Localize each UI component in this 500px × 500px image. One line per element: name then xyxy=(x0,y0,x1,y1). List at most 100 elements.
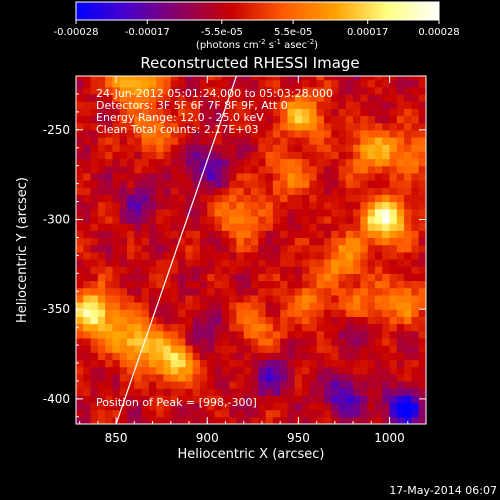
heatmap-cell xyxy=(294,345,303,353)
heatmap-cell xyxy=(353,395,361,404)
heatmap-cell xyxy=(331,280,340,289)
heatmap-cell xyxy=(338,180,347,188)
heatmap-cell xyxy=(272,345,281,353)
heatmap-cell xyxy=(251,215,259,224)
heatmap-cell xyxy=(389,373,398,382)
heatmap-cell xyxy=(265,409,274,418)
heatmap-cell xyxy=(338,416,347,424)
heatmap-cell xyxy=(170,330,179,339)
heatmap-cell xyxy=(236,86,245,95)
heatmap-cell xyxy=(163,76,172,81)
heatmap-cell xyxy=(389,316,398,325)
heatmap-cell xyxy=(411,201,420,210)
heatmap-cell xyxy=(374,258,383,267)
heatmap-cell xyxy=(90,93,99,102)
heatmap-cell xyxy=(192,86,201,95)
heatmap-cell xyxy=(258,294,267,303)
heatmap-cell xyxy=(258,223,267,231)
heatmap-cell xyxy=(302,323,310,332)
heatmap-cell xyxy=(221,287,230,296)
heatmap-cell xyxy=(170,208,179,217)
heatmap-cell xyxy=(192,330,201,339)
heatmap-cell xyxy=(411,158,420,167)
heatmap-cell xyxy=(272,79,281,88)
heatmap-cell xyxy=(229,330,238,339)
heatmap-cell xyxy=(97,144,106,152)
heatmap-cell xyxy=(360,122,369,131)
heatmap-cell xyxy=(97,352,106,361)
heatmap-cell xyxy=(243,201,252,210)
heatmap-cell xyxy=(229,258,238,267)
heatmap-cell xyxy=(258,201,267,210)
heatmap-cell xyxy=(338,86,347,95)
heatmap-cell xyxy=(141,230,150,239)
heatmap-cell xyxy=(367,287,376,296)
x-tick-label: 900 xyxy=(196,431,219,445)
heatmap-cell xyxy=(316,402,325,411)
heatmap-cell xyxy=(353,79,361,88)
heatmap-cell xyxy=(345,115,354,124)
heatmap-cell xyxy=(389,223,398,231)
heatmap-cell xyxy=(265,180,274,188)
heatmap-cell xyxy=(345,359,354,368)
heatmap-cell xyxy=(338,129,347,138)
heatmap-cell xyxy=(83,345,92,353)
heatmap-cell xyxy=(396,330,405,339)
heatmap-cell xyxy=(112,136,121,145)
heatmap-cell xyxy=(199,136,208,145)
heatmap-cell xyxy=(338,388,347,396)
heatmap-cell xyxy=(338,258,347,267)
heatmap-cell xyxy=(316,180,325,188)
heatmap-cell xyxy=(404,101,413,109)
heatmap-cell xyxy=(178,395,186,404)
heatmap-cell xyxy=(127,101,135,109)
heatmap-cell xyxy=(367,373,376,382)
heatmap-cell xyxy=(382,187,391,195)
heatmap-cell xyxy=(367,294,376,303)
heatmap-cell xyxy=(302,86,310,95)
heatmap-cell xyxy=(236,395,245,404)
heatmap-cell xyxy=(389,122,398,131)
heatmap-cell xyxy=(389,79,398,88)
heatmap-cell xyxy=(170,359,179,368)
heatmap-cell xyxy=(265,330,274,339)
heatmap-cell xyxy=(199,180,208,188)
heatmap-cell xyxy=(243,151,252,160)
heatmap-cell xyxy=(127,223,135,231)
heatmap-cell xyxy=(302,294,310,303)
heatmap-cell xyxy=(127,287,135,296)
heatmap-cell xyxy=(309,266,318,274)
heatmap-cell xyxy=(302,237,310,246)
heatmap-cell xyxy=(389,402,398,411)
heatmap-cell xyxy=(199,122,208,131)
heatmap-cell xyxy=(163,402,172,411)
heatmap-cell xyxy=(404,76,413,81)
heatmap-cell xyxy=(163,388,172,396)
heatmap-cell xyxy=(105,244,114,253)
heatmap-cell xyxy=(272,352,281,361)
heatmap-cell xyxy=(287,165,296,174)
heatmap-cell xyxy=(90,258,99,267)
heatmap-cell xyxy=(418,144,426,152)
heatmap-cell xyxy=(258,79,267,88)
heatmap-cell xyxy=(76,180,84,188)
heatmap-cell xyxy=(353,244,361,253)
heatmap-cell xyxy=(236,165,245,174)
heatmap-cell xyxy=(404,352,413,361)
heatmap-cell xyxy=(221,115,230,124)
heatmap-cell xyxy=(119,244,128,253)
heatmap-cell xyxy=(287,323,296,332)
heatmap-cell xyxy=(185,215,194,224)
heatmap-cell xyxy=(119,108,128,117)
heatmap-cell xyxy=(331,273,340,282)
heatmap-cell xyxy=(353,122,361,131)
heatmap-cell xyxy=(374,215,383,224)
heatmap-cell xyxy=(156,244,165,253)
heatmap-cell xyxy=(294,101,303,109)
heatmap-cell xyxy=(178,388,186,396)
heatmap-cell xyxy=(207,129,216,138)
heatmap-cell xyxy=(258,409,267,418)
colorbar-ticks: -0.00028 -0.00017 -5.5e-05 5.5e-05 0.00017 0.… xyxy=(54,20,460,38)
heatmap-cell xyxy=(353,201,361,210)
heatmap-cell xyxy=(404,273,413,282)
